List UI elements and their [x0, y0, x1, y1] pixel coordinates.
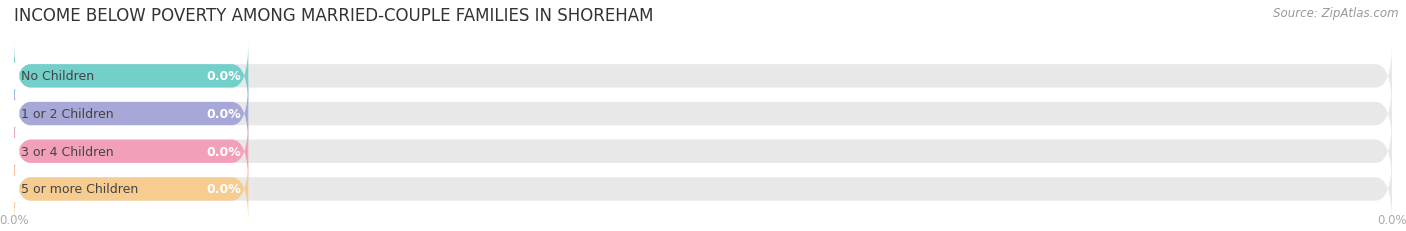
Text: 3 or 4 Children: 3 or 4 Children — [21, 145, 114, 158]
FancyBboxPatch shape — [14, 118, 249, 185]
Text: Source: ZipAtlas.com: Source: ZipAtlas.com — [1274, 7, 1399, 20]
FancyBboxPatch shape — [14, 81, 249, 147]
Text: 0.0%: 0.0% — [207, 70, 242, 83]
Text: 5 or more Children: 5 or more Children — [21, 183, 138, 196]
Text: No Children: No Children — [21, 70, 94, 83]
FancyBboxPatch shape — [14, 43, 249, 110]
Circle shape — [10, 101, 18, 127]
FancyBboxPatch shape — [14, 156, 1392, 222]
FancyBboxPatch shape — [14, 156, 249, 222]
Circle shape — [10, 139, 18, 164]
Text: INCOME BELOW POVERTY AMONG MARRIED-COUPLE FAMILIES IN SHOREHAM: INCOME BELOW POVERTY AMONG MARRIED-COUPL… — [14, 7, 654, 25]
Circle shape — [10, 176, 18, 202]
Text: 0.0%: 0.0% — [207, 183, 242, 196]
FancyBboxPatch shape — [14, 81, 1392, 147]
Text: 1 or 2 Children: 1 or 2 Children — [21, 108, 114, 121]
Text: 0.0%: 0.0% — [207, 145, 242, 158]
FancyBboxPatch shape — [14, 118, 1392, 185]
FancyBboxPatch shape — [14, 43, 1392, 110]
Circle shape — [10, 64, 18, 89]
Text: 0.0%: 0.0% — [207, 108, 242, 121]
